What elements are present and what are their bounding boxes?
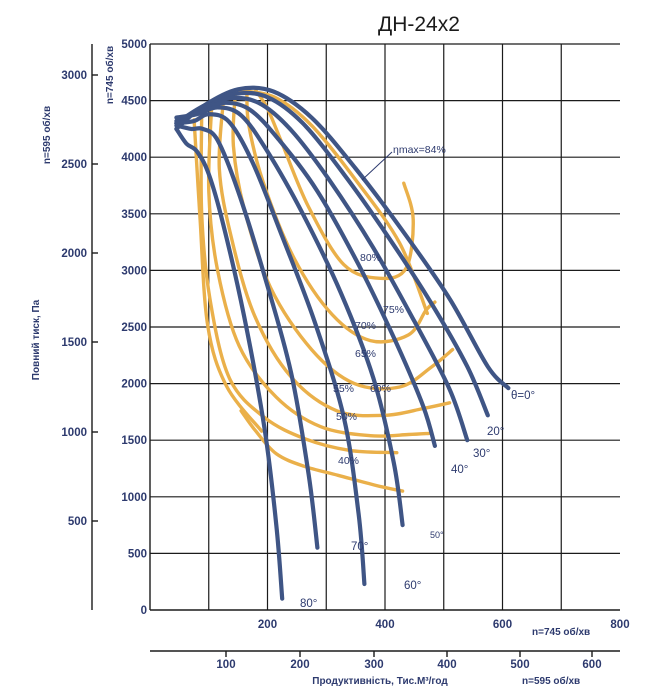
eff-label-50: 50% <box>336 411 357 423</box>
y-inner-tick-label: 0 <box>141 605 147 617</box>
y-inner-tick-label: 4000 <box>121 152 147 164</box>
y-inner-tick-label: 5000 <box>121 39 147 51</box>
y-inner-tick-label: 500 <box>128 548 147 560</box>
x-top-tick-label: 600 <box>493 619 512 631</box>
y-outer-tick-label: 3000 <box>61 70 87 82</box>
y-outer-tick-label: 2500 <box>61 159 87 171</box>
blade-curve-0 <box>174 85 511 391</box>
x-bottom-tick-label: 300 <box>364 659 383 671</box>
blade-angle-curves <box>174 85 511 601</box>
eff-label-75: 75% <box>383 304 404 316</box>
blade-label-60: 60° <box>404 580 421 592</box>
efficiency-curves <box>192 88 455 493</box>
eff-label-80: 80% <box>360 252 381 264</box>
y-outer-tick-label: 2000 <box>61 248 87 260</box>
x-top-unit-label: n=745 об/хв <box>532 626 590 638</box>
eff-label-70: 70% <box>355 320 376 332</box>
x-axis-title: Продуктивність, Тис.М³/год <box>312 676 448 687</box>
y-outer-tick-label: 500 <box>68 516 87 528</box>
x-bottom-tick-label: 600 <box>582 659 601 671</box>
efficiency-curve-65 <box>217 97 452 418</box>
blade-curve-50 <box>174 105 405 528</box>
x-bottom-tick-label: 200 <box>290 659 309 671</box>
blade-curve-80 <box>174 126 285 601</box>
eff-label-60: 60% <box>370 383 391 395</box>
x-top-tick-label: 800 <box>610 619 629 631</box>
blade-curve-20 <box>174 90 490 418</box>
blade-label-80: 80° <box>300 598 317 610</box>
blade-curve-70 <box>174 123 320 550</box>
x-bottom-unit-label: n=595 об/хв <box>522 675 580 687</box>
x-top-tick-label: 400 <box>375 619 394 631</box>
y-inner-tick-label: 3000 <box>121 265 147 277</box>
blade-label-20: 20° <box>487 426 504 438</box>
blade-label-0: θ=0° <box>511 390 535 402</box>
blade-label-40: 40° <box>451 464 468 476</box>
y-outer-tick-label: 1500 <box>61 337 87 349</box>
efficiency-curve-55 <box>199 110 399 455</box>
efficiency-curve-50 <box>192 118 264 433</box>
x-bottom-tick-label: 400 <box>437 659 456 671</box>
eff-label-65: 65% <box>355 348 376 360</box>
eff-label-55: 55% <box>333 383 354 395</box>
blade-curve-30 <box>174 95 470 443</box>
y-inner-tick-label: 3500 <box>121 209 147 221</box>
eta-max-leader <box>361 151 393 181</box>
x-bottom-tick-label: 100 <box>216 659 235 671</box>
y-inner-tick-label: 2000 <box>121 379 147 391</box>
y-inner-tick-label: 2500 <box>121 322 147 334</box>
efficiency-curve-80 <box>254 88 415 281</box>
y-axis-title: Повний тиск, Па <box>31 299 42 380</box>
blade-label-50: 50° <box>430 530 444 540</box>
axes: 0 500 1000 1500 2000 2500 3000 3500 4000 4500 5000… <box>61 39 629 671</box>
efficiency-curve-70 <box>231 93 455 391</box>
y-inner-tick-label: 1500 <box>121 435 147 447</box>
y-inner-tick-label: 1000 <box>121 492 147 504</box>
chart-title: ДН-24х2 <box>378 13 460 36</box>
efficiency-curve-60 <box>206 103 431 438</box>
y-outer-tick-label: 1000 <box>61 427 87 439</box>
y-inner-unit-label: n=745 об/хв <box>104 46 116 104</box>
y-inner-tick-label: 4500 <box>121 96 147 108</box>
efficiency-curve-40 <box>239 409 405 493</box>
blade-label-30: 30° <box>473 448 490 460</box>
eff-label-40: 40% <box>338 455 359 467</box>
y-outer-unit-label: n=595 об/хв <box>41 106 53 164</box>
eff-label-84: ηmax=84% <box>393 144 446 156</box>
efficiency-curve-84 <box>236 88 429 316</box>
blade-curve-60 <box>174 112 367 587</box>
x-bottom-tick-label: 500 <box>510 659 529 671</box>
efficiency-curve-75 <box>245 89 437 344</box>
x-top-tick-label: 200 <box>258 619 277 631</box>
blade-label-70: 70° <box>351 541 368 553</box>
blade-curve-40 <box>174 100 437 448</box>
